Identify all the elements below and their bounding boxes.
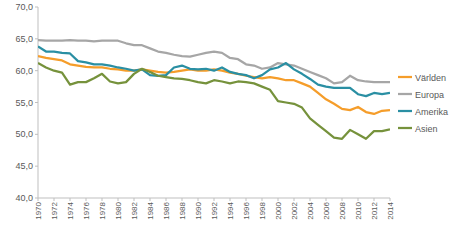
plot-area xyxy=(38,40,390,139)
x-tick-label: 1978 xyxy=(98,201,107,219)
legend-label: Världen xyxy=(415,73,446,83)
x-tick-label: 2012 xyxy=(370,201,379,219)
y-tick-label: 65,0 xyxy=(15,34,33,44)
legend-swatch xyxy=(398,93,412,95)
legend-label: Asien xyxy=(415,124,438,134)
x-tick-label: 1984 xyxy=(146,201,155,219)
chart: 40,0 45,0 50,0 55,0 60,0 65,0 70,0 1970 1972 1974… xyxy=(0,0,453,230)
x-tick xyxy=(214,198,215,201)
x-tick xyxy=(38,198,39,201)
series-line xyxy=(38,40,390,83)
series-line xyxy=(38,56,390,114)
x-tick xyxy=(54,198,55,201)
x-tick-label: 1986 xyxy=(162,201,171,219)
x-tick-label: 1998 xyxy=(258,201,267,219)
x-tick xyxy=(70,198,71,201)
y-tick-label: 55,0 xyxy=(15,98,33,108)
x-tick-label: 1976 xyxy=(82,201,91,219)
series-line xyxy=(38,46,390,96)
legend-label: Europa xyxy=(415,90,444,100)
x-tick xyxy=(166,198,167,201)
x-tick-label: 1982 xyxy=(130,201,139,219)
x-tick-label: 1980 xyxy=(114,201,123,219)
x-tick xyxy=(278,198,279,201)
x-tick xyxy=(198,198,199,201)
y-tick-label: 60,0 xyxy=(15,66,33,76)
x-tick-label: 1990 xyxy=(194,201,203,219)
x-tick-label: 2000 xyxy=(274,201,283,219)
x-tick-label: 2004 xyxy=(306,201,315,219)
x-tick-label: 1994 xyxy=(226,201,235,219)
x-tick xyxy=(102,198,103,201)
y-axis xyxy=(38,7,39,198)
x-tick xyxy=(134,198,135,201)
x-tick xyxy=(326,198,327,201)
x-tick xyxy=(246,198,247,201)
legend-swatch xyxy=(398,127,412,129)
legend: Världen Europa Amerika Asien xyxy=(398,73,448,134)
series-line xyxy=(38,63,390,139)
x-tick xyxy=(310,198,311,201)
x-tick xyxy=(262,198,263,201)
x-tick-label: 1970 xyxy=(34,201,43,219)
x-tick xyxy=(294,198,295,201)
y-tick-label: 70,0 xyxy=(15,2,33,12)
x-tick-label: 2008 xyxy=(338,201,347,219)
x-tick xyxy=(86,198,87,201)
x-tick-label: 1972 xyxy=(50,201,59,219)
y-tick-label: 50,0 xyxy=(15,129,33,139)
x-tick xyxy=(390,198,391,201)
x-tick-label: 2002 xyxy=(290,201,299,219)
x-tick-label: 1974 xyxy=(66,201,75,219)
y-tick-label: 40,0 xyxy=(15,193,33,203)
x-tick xyxy=(182,198,183,201)
y-tick-label: 45,0 xyxy=(15,161,33,171)
x-tick xyxy=(374,198,375,201)
x-tick xyxy=(150,198,151,201)
x-tick-label: 2014 xyxy=(386,201,395,219)
x-tick xyxy=(342,198,343,201)
x-tick-label: 1996 xyxy=(242,201,251,219)
legend-swatch xyxy=(398,110,412,112)
x-tick-label: 2010 xyxy=(354,201,363,219)
legend-swatch xyxy=(398,76,412,78)
legend-label: Amerika xyxy=(415,107,448,117)
x-tick-label: 1988 xyxy=(178,201,187,219)
x-tick-label: 1992 xyxy=(210,201,219,219)
x-tick xyxy=(358,198,359,201)
x-tick xyxy=(118,198,119,201)
x-tick-label: 2006 xyxy=(322,201,331,219)
x-tick xyxy=(230,198,231,201)
